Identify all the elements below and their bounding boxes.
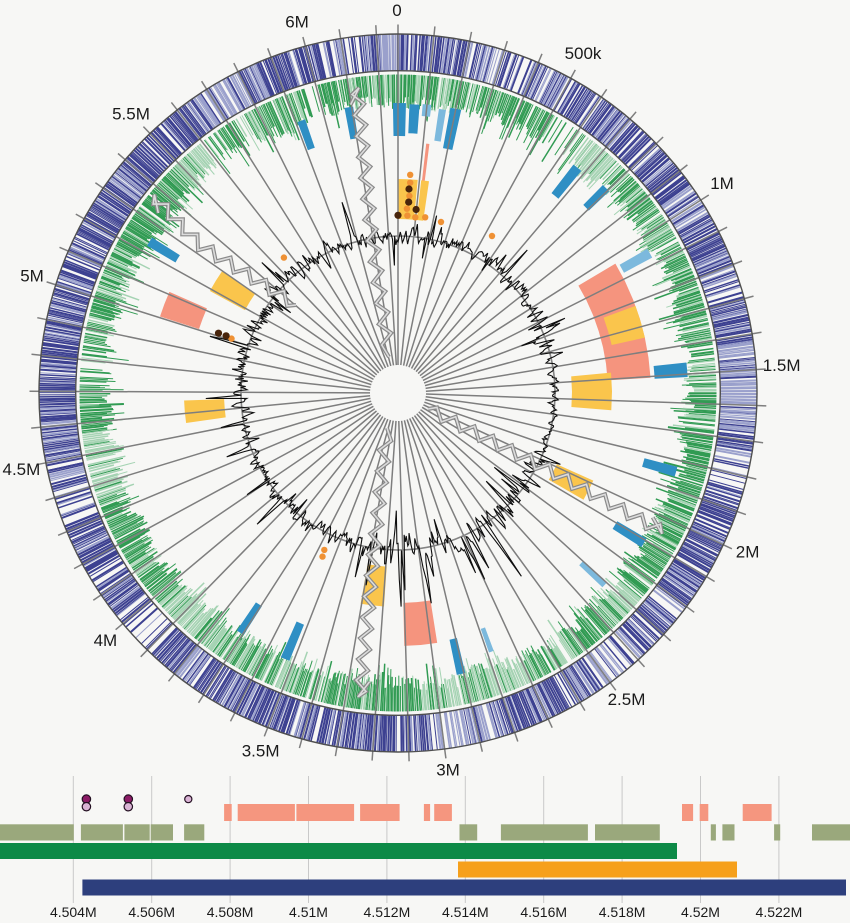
svg-text:4.52M: 4.52M [681,904,720,918]
svg-text:5M: 5M [20,266,44,285]
svg-text:4.522M: 4.522M [756,904,803,918]
svg-text:4.5M: 4.5M [3,460,41,479]
svg-text:4.506M: 4.506M [128,904,175,918]
svg-text:0: 0 [392,1,401,20]
svg-text:3.5M: 3.5M [242,742,280,761]
svg-text:4.504M: 4.504M [50,904,97,918]
svg-text:4.516M: 4.516M [520,904,567,918]
svg-text:2M: 2M [736,542,760,561]
svg-text:3M: 3M [436,761,460,780]
svg-text:500k: 500k [565,44,602,63]
svg-text:4.518M: 4.518M [599,904,646,918]
svg-text:2.5M: 2.5M [608,690,646,709]
svg-text:4.514M: 4.514M [442,904,489,918]
svg-text:4.508M: 4.508M [207,904,254,918]
svg-text:4M: 4M [94,631,118,650]
svg-text:6M: 6M [285,12,309,31]
svg-text:5.5M: 5.5M [112,105,150,124]
svg-text:1.5M: 1.5M [763,356,801,375]
svg-text:4.51M: 4.51M [289,904,328,918]
svg-text:1M: 1M [710,174,734,193]
svg-text:4.512M: 4.512M [364,904,411,918]
